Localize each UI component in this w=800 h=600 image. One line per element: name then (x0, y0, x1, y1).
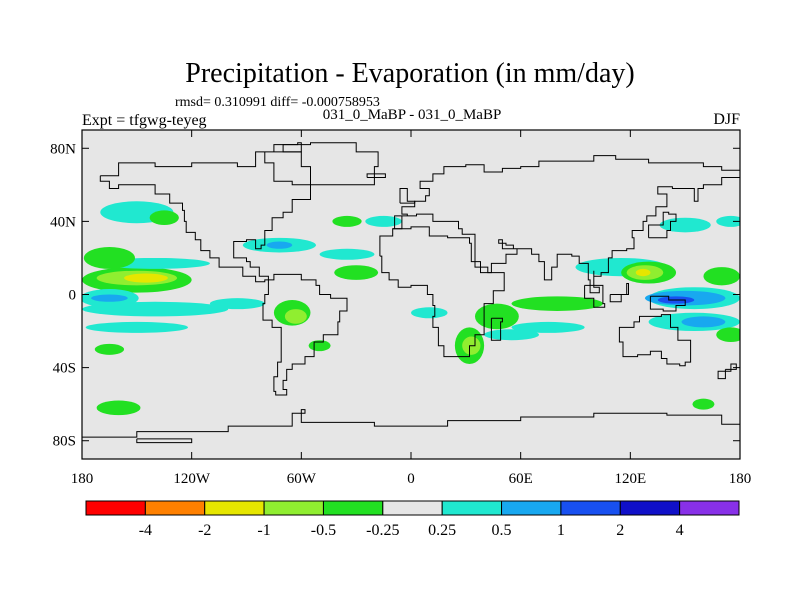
contour-region-38 (635, 268, 651, 277)
coastline-12 (649, 295, 686, 312)
contour-region-12 (96, 400, 141, 416)
colorbar-label-1: -2 (198, 522, 211, 539)
colorbar-label-8: 2 (616, 522, 624, 539)
colorbar-swatch-5 (382, 500, 443, 516)
colorbar-swatch-0 (85, 500, 146, 516)
colorbar-label-5: 0.25 (428, 522, 456, 539)
contour-region-4 (91, 294, 128, 302)
colorbar-swatch-1 (144, 500, 206, 516)
plot-background (82, 130, 740, 459)
colorbar-label-2: -1 (257, 522, 270, 539)
contour-region-27 (511, 321, 585, 333)
colorbar-swatch-8 (560, 500, 621, 516)
y-tick-label-3: 40S (53, 361, 76, 377)
contour-region-19 (319, 248, 375, 260)
contour-region-42 (692, 398, 715, 410)
x-tick-label-1: 120W (173, 471, 211, 487)
x-tick-label-5: 120E (614, 471, 646, 487)
contour-region-23 (411, 307, 448, 319)
contour-region-39 (716, 327, 740, 343)
coastline-14 (82, 409, 740, 438)
contour-region-2 (124, 273, 168, 283)
coastline-6 (282, 142, 379, 186)
colorbar-swatch-3 (263, 500, 324, 516)
y-tick-label-4: 80S (53, 434, 76, 450)
x-tick-label-3: 0 (407, 471, 415, 487)
coastline-3 (490, 317, 503, 341)
colorbar-label-7: 1 (557, 522, 565, 539)
chart-title: Precipitation - Evaporation (in mm/day) (185, 58, 634, 89)
coastline-1 (262, 273, 348, 396)
contour-region-43 (716, 215, 740, 227)
contour-region-8 (83, 246, 136, 269)
x-tick-label-2: 60W (287, 471, 317, 487)
contour-region-10 (149, 210, 179, 226)
contour-region-17 (266, 241, 293, 249)
contour-region-5 (82, 301, 229, 317)
contour-region-15 (209, 298, 265, 310)
colorbar-label-9: 4 (676, 522, 684, 539)
contour-region-21 (332, 215, 362, 227)
contour-region-40 (703, 267, 740, 286)
y-tick-label-1: 40N (50, 214, 76, 230)
colorbar-swatch-7 (501, 500, 562, 516)
x-tick-label-6: 180 (729, 471, 752, 487)
x-tick-label-4: 60E (509, 471, 533, 487)
contour-region-28 (484, 329, 539, 341)
colorbar-swatch-4 (322, 500, 384, 516)
coastline-8 (399, 188, 416, 204)
contour-region-25 (474, 303, 519, 330)
contour-region-22 (365, 215, 402, 227)
colorbar-label-6: 0.5 (492, 522, 512, 539)
coastline-15 (136, 438, 193, 444)
coastline-11 (609, 283, 629, 303)
colorbar-label-4: -0.25 (366, 522, 399, 539)
coastline-2 (379, 226, 505, 358)
colorbar-label-0: -4 (139, 522, 152, 539)
coastline-7 (366, 173, 386, 178)
colorbar-swatch-6 (441, 500, 503, 516)
season-label: DJF (713, 111, 740, 128)
center-label: 031_0_MaBP - 031_0_MaBP (323, 107, 502, 123)
coastline-0 (99, 142, 311, 283)
y-tick-label-0: 80N (50, 141, 76, 157)
coastline-10 (584, 284, 606, 308)
y-tick-label-2: 0 (69, 288, 77, 304)
contour-region-11 (94, 343, 125, 355)
expt-label: Expt = tfgwg-teyeg (82, 112, 207, 129)
contour-region-18 (334, 265, 379, 280)
contour-region-35 (681, 316, 726, 328)
stats-label: rmsd= 0.310991 diff= -0.000758953 (175, 95, 380, 110)
contour-region-29 (511, 296, 603, 311)
colorbar-swatch-9 (619, 500, 681, 516)
contour-region-14 (284, 309, 307, 324)
colorbar-swatch-2 (204, 500, 265, 516)
x-tick-label-0: 180 (71, 471, 94, 487)
coastline-9 (648, 211, 677, 239)
colorbar-label-3: -0.5 (311, 522, 336, 539)
contour-region-6 (85, 321, 189, 333)
coastline-5 (618, 314, 692, 367)
coastline-4 (392, 155, 740, 294)
colorbar-swatch-10 (679, 500, 740, 516)
